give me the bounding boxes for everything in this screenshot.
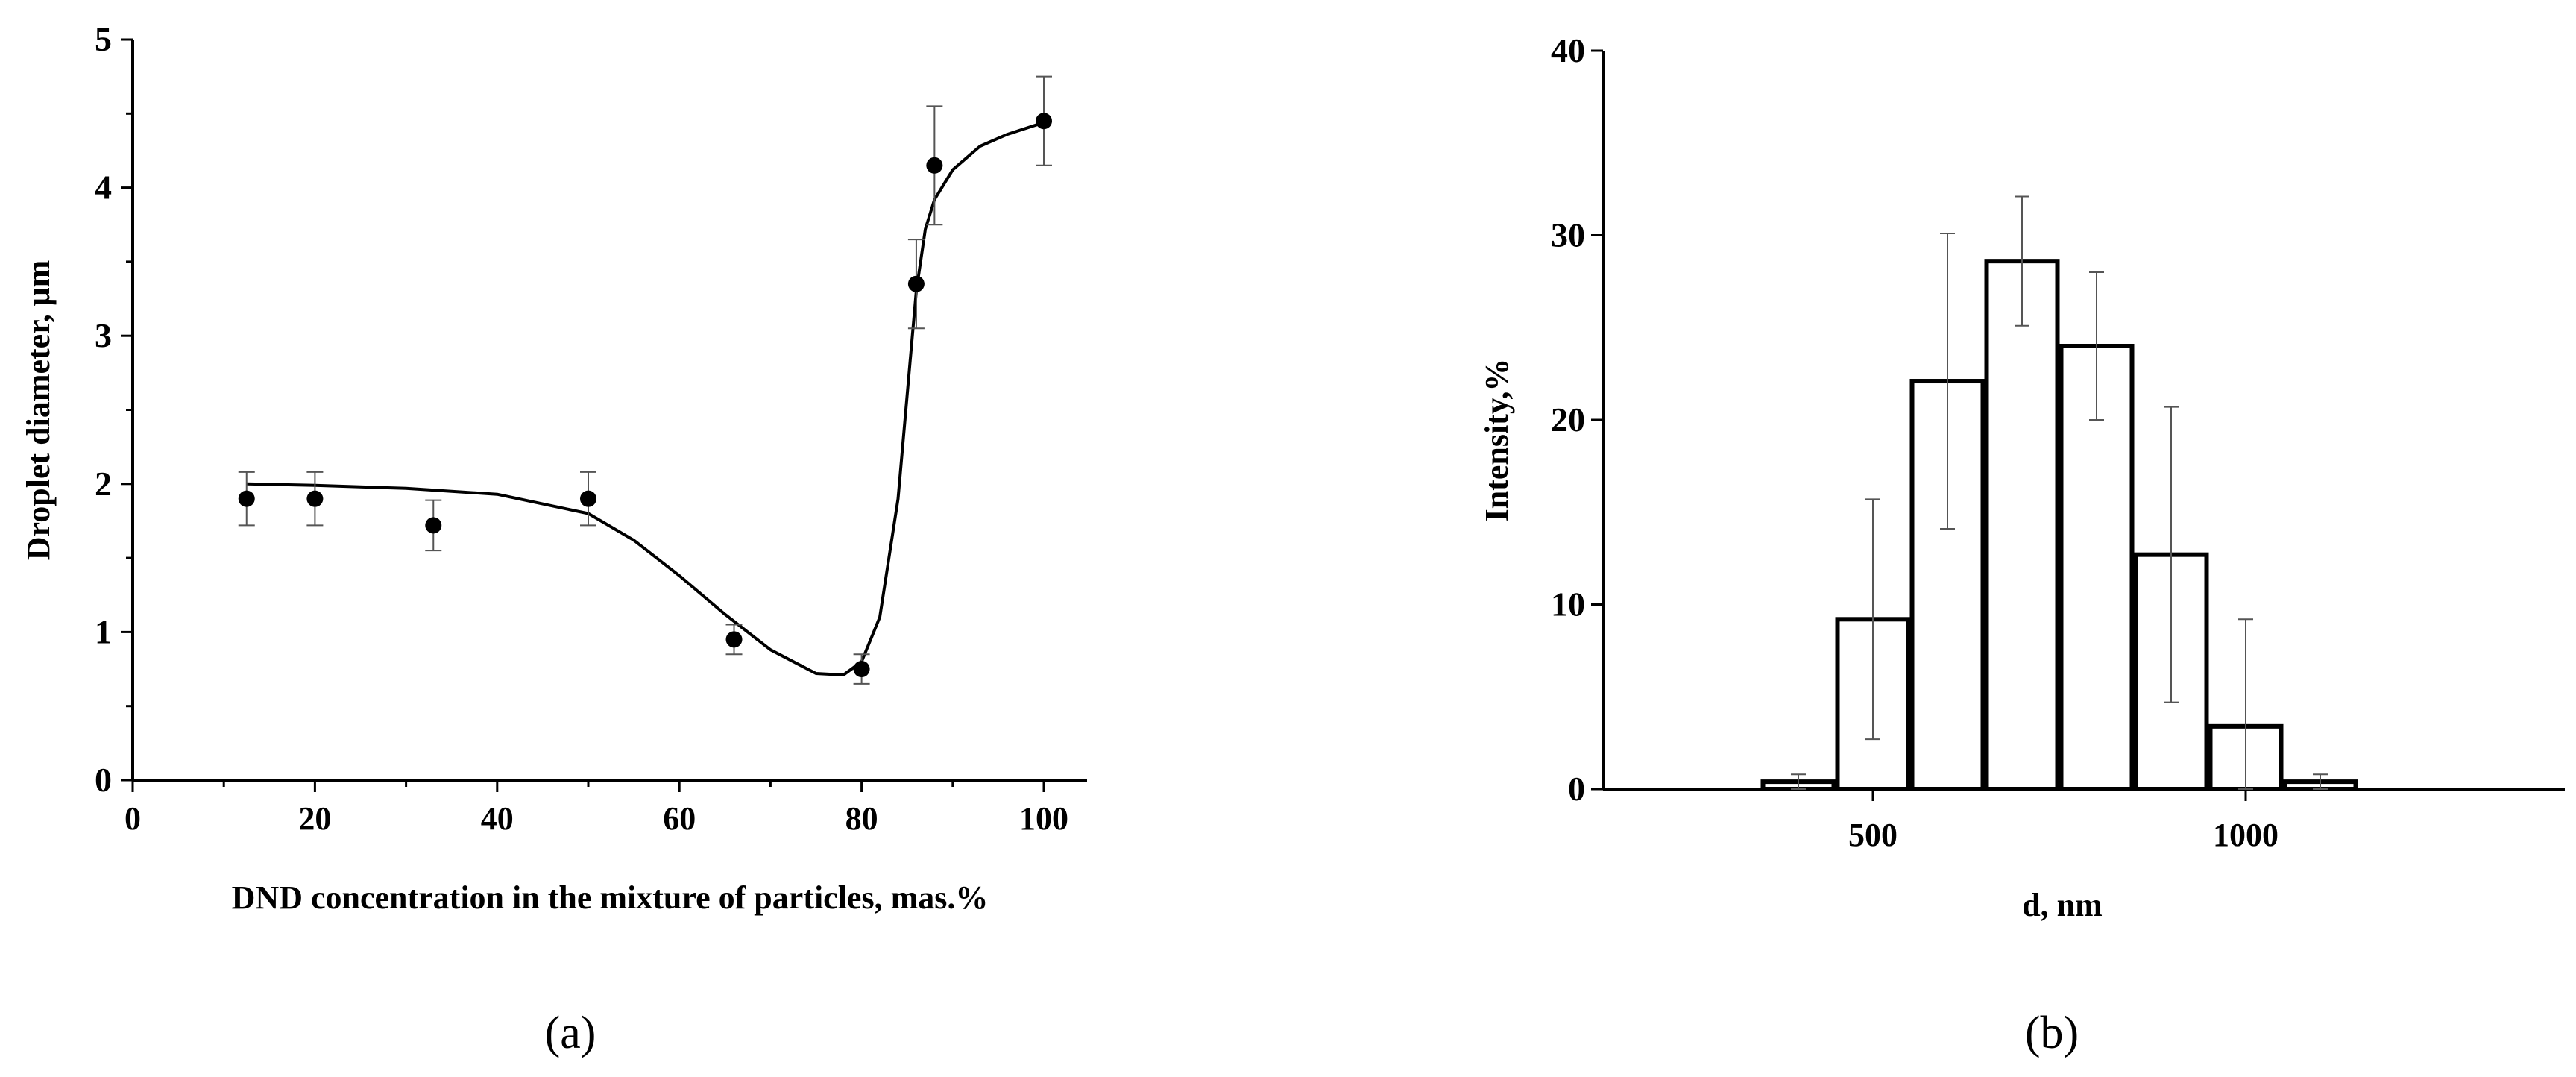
panel-a-data-point [907,275,925,292]
panel-a-y-tick-label: 4 [95,169,112,207]
panel-a-data-point [926,157,943,174]
panel-a-y-tick-label: 5 [95,20,112,58]
panel-b-chart: 50010001500010203040 d, nm Intensity,% (… [1478,31,2565,1058]
panel-a-data-point [425,517,442,534]
panel-a-label: (a) [545,1008,596,1058]
panel-a-fit-line [246,121,1045,676]
panel-a-x-tick-label: 60 [663,800,696,837]
panel-a-x-axis-label: DND concentration in the mixture of part… [232,879,989,916]
panel-b-y-axis-label: Intensity,% [1478,359,1515,522]
panel-a-y-tick-label: 1 [95,612,112,650]
panel-a-data-point [238,490,255,507]
panel-b-y-tick-label: 10 [1551,585,1585,624]
panel-b-bar [1984,259,2060,791]
panel-a-y-axis-label: Droplet diameter, μm [20,260,57,561]
panel-b-y-tick-label: 0 [1568,770,1585,808]
panel-a-x-tick-label: 80 [845,800,878,837]
panel-a-data-point [725,631,743,648]
panel-a-y-tick-label: 3 [95,316,112,354]
panel-a-chart: 0 20 40 60 80 100 0 1 2 3 4 5 DND concentration in … [20,20,1087,1058]
panel-a-data-point [306,490,324,507]
panel-a-data-point [580,490,596,507]
panel-b-x-axis-label: d, nm [2022,887,2103,923]
panel-b-y-tick-label: 30 [1551,216,1585,254]
panel-a-y-tick-label: 0 [95,761,112,799]
panel-b-x-tick-label: 500 [1848,817,1898,853]
panel-a-x-tick-label: 20 [298,800,331,837]
panel-b-y-tick-label: 40 [1551,31,1585,69]
panel-a-x-tick-label: 100 [1019,800,1068,837]
panel-a-x-tick-label: 40 [481,800,514,837]
panel-a-data-point [1036,113,1052,130]
panel-b-x-tick-label: 1000 [2213,817,2279,853]
panel-b-label: (b) [2025,1008,2079,1058]
panel-a-x-tick-label: 0 [125,800,141,837]
panel-a-y-tick-label: 2 [95,465,112,503]
panel-b-y-tick-label: 20 [1551,401,1585,439]
panel-a-data-point [853,661,870,678]
